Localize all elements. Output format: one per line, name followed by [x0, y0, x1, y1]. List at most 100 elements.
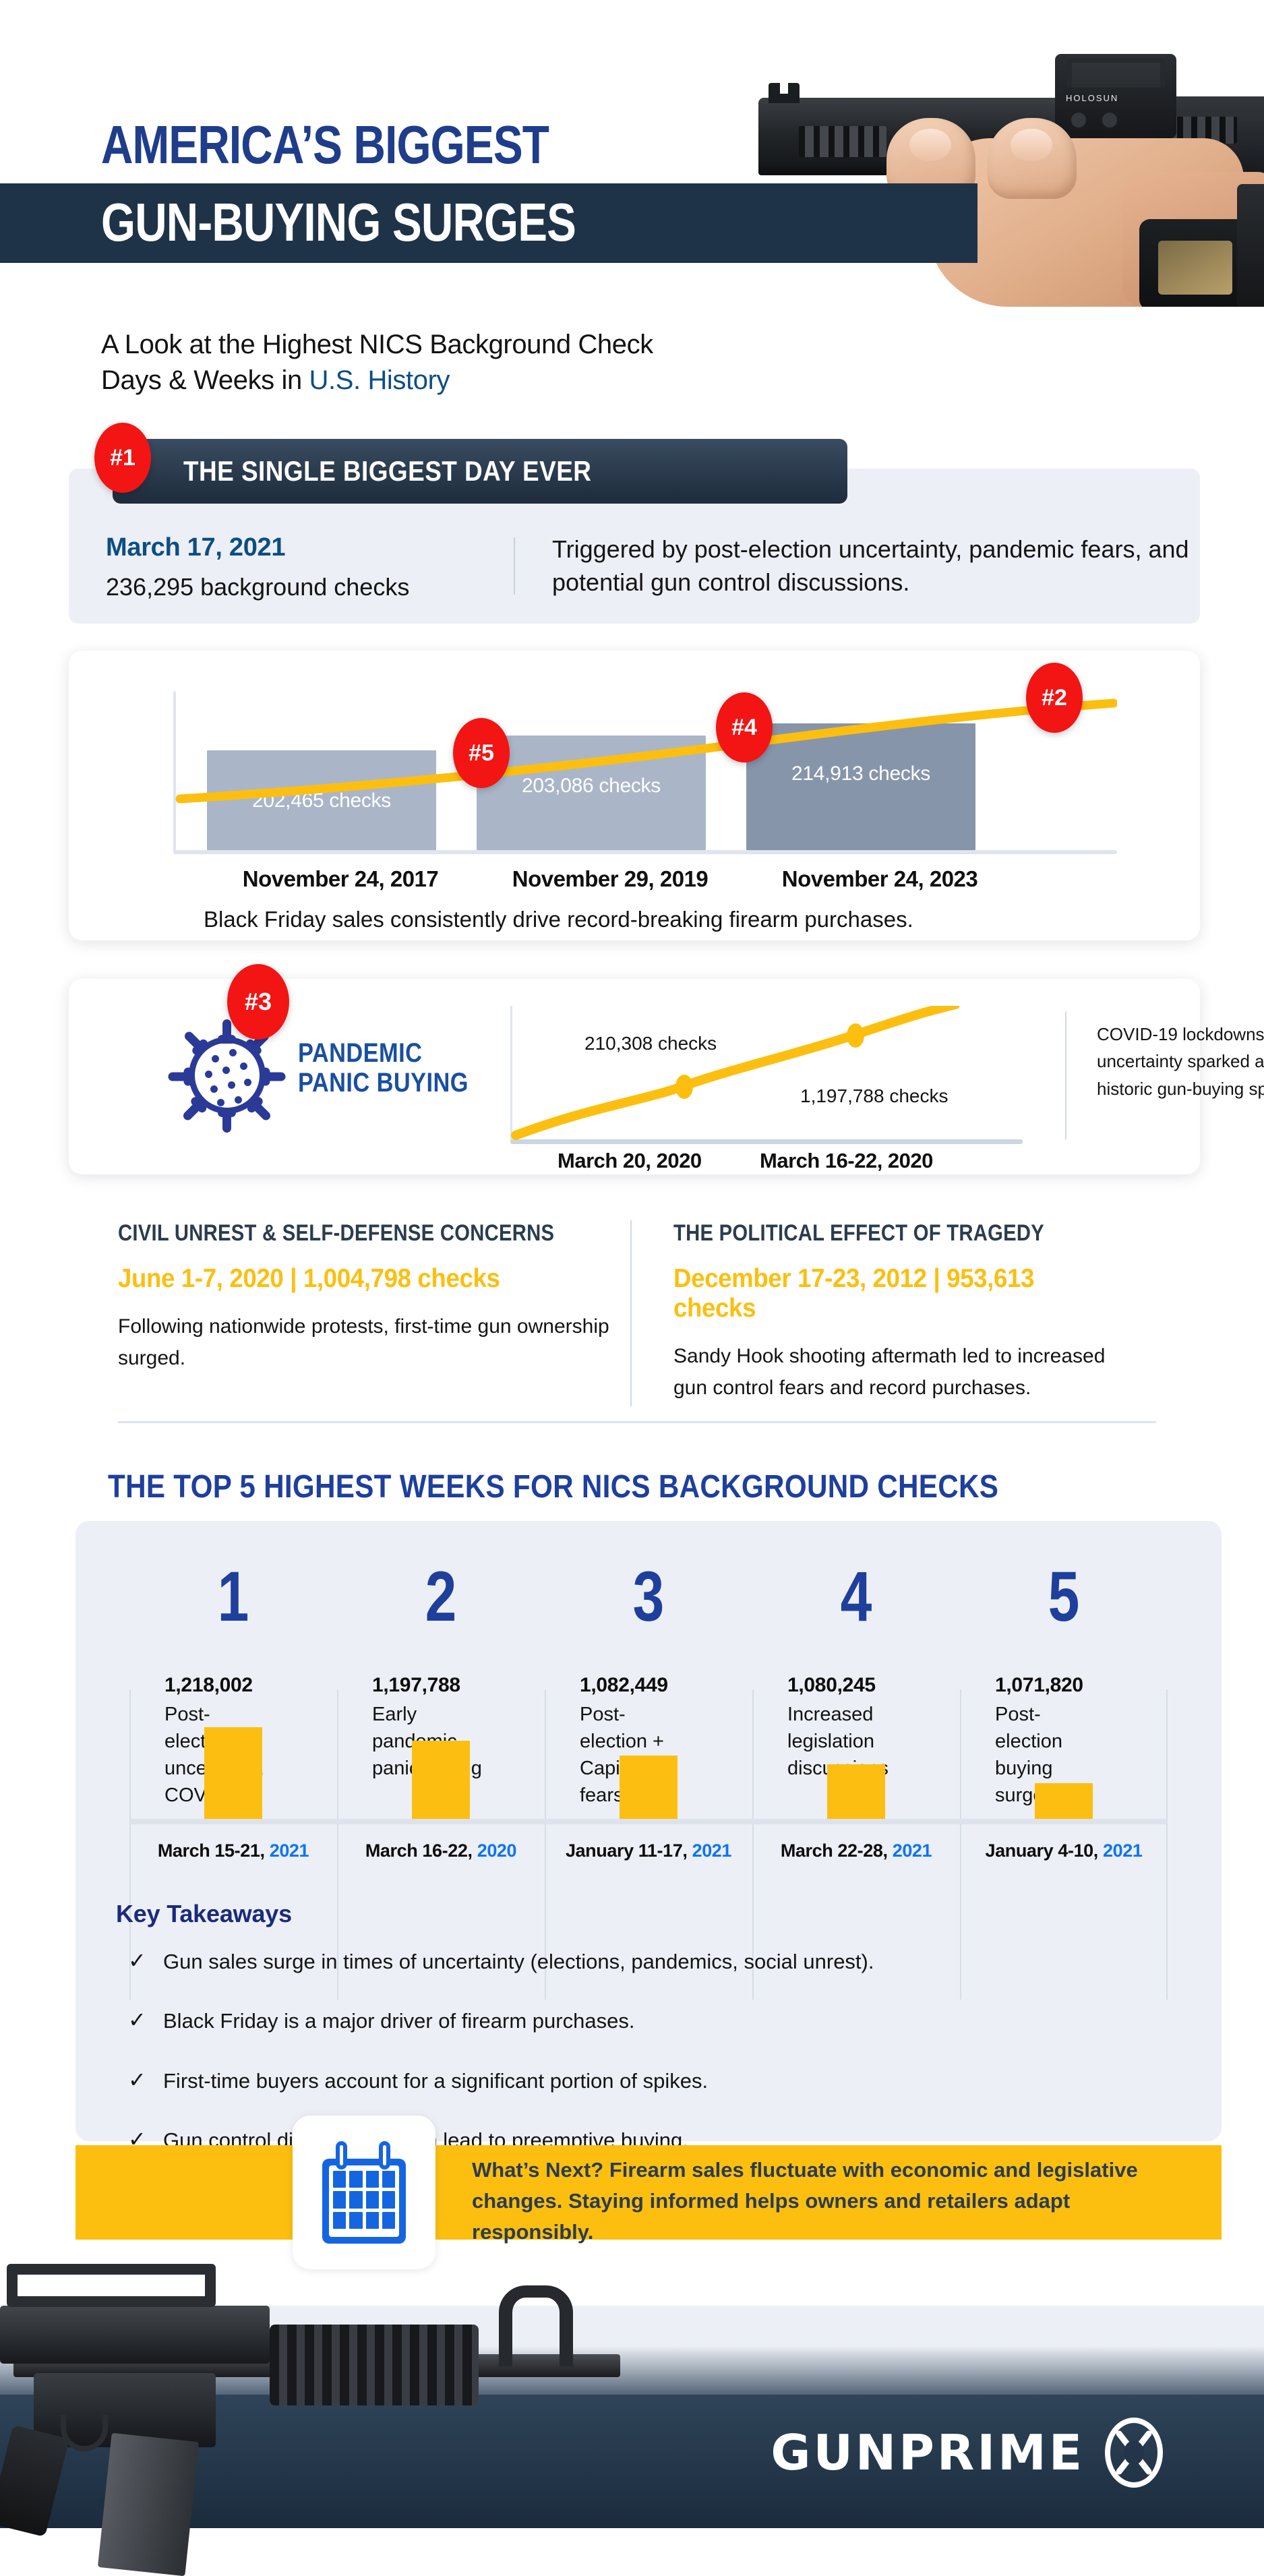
pandemic-title-line2: PANIC BUYING: [298, 1068, 469, 1098]
cta-icon-container: [293, 2116, 435, 2269]
top5-item: 3 1,082,449 Post-election + Capitol riot…: [545, 1557, 752, 2000]
key-takeaways-title: Key Takeaways: [116, 1900, 292, 1927]
rank-number: 2: [425, 1557, 457, 1636]
crosshair-reticle-icon: [1105, 2418, 1163, 2488]
black-friday-chart: 202,465 checks 203,086 checks 214,913 ch…: [173, 691, 1117, 854]
bar: [620, 1756, 678, 1819]
check-icon: ✓: [128, 2067, 146, 2092]
rank-number: 4: [840, 1557, 872, 1636]
biggest-day-date: March 17, 2021: [106, 533, 286, 562]
x-tick-label: November 24, 2017: [242, 866, 439, 891]
pandemic-point2-label: 1,197,788 checks: [800, 1085, 949, 1106]
bar: 202,465 checks: [207, 750, 436, 850]
optic-adjustment-knobs: [1070, 111, 1118, 129]
column-civil-unrest: CIVIL UNREST & SELF-DEFENSE CONCERNS Jun…: [118, 1220, 630, 1422]
check-count: 1,197,788: [372, 1674, 460, 1696]
coronavirus-icon: [168, 1018, 286, 1133]
check-icon: ✓: [128, 1948, 146, 1973]
page-title-line2: GUN-BUYING SURGES: [101, 192, 576, 252]
x-tick-label: March 22-28, 2021: [780, 1840, 932, 1861]
x-tick-label: March 20, 2020: [558, 1149, 702, 1172]
pandemic-note: COVID-19 lockdowns and uncertainty spark…: [1097, 1024, 1264, 1099]
bar: [412, 1741, 470, 1819]
two-column-section: CIVIL UNREST & SELF-DEFENSE CONCERNS Jun…: [118, 1220, 1156, 1422]
top5-card: 1 1,218,002 Post-election uncertainty, C…: [76, 1521, 1222, 2141]
chart-x-axis: [173, 850, 1117, 854]
page-title-line1: AMERICA’S BIGGEST: [101, 115, 549, 175]
finger: [988, 118, 1077, 199]
subtitle-line1: A Look at the Highest NICS Background Ch…: [101, 330, 653, 359]
rank-badge-4: #4: [716, 692, 773, 762]
check-icon: ✓: [128, 2008, 146, 2033]
subtitle-line2: Days & Weeks in: [101, 365, 309, 396]
pandemic-point1-label: 210,308 checks: [584, 1033, 717, 1054]
sleeve: [1237, 184, 1264, 307]
bar-value-label: 202,465 checks: [252, 789, 391, 812]
list-item: ✓ Black Friday is a major driver of fire…: [128, 2008, 1139, 2035]
rank-badge-5: #5: [453, 718, 510, 788]
rank-badge-1: #1: [94, 423, 151, 493]
pandemic-chart: 210,308 checks 1,197,788 checks: [510, 1006, 1036, 1144]
column-heading: CIVIL UNREST & SELF-DEFENSE CONCERNS: [118, 1220, 555, 1246]
biggest-day-card: THE SINGLE BIGGEST DAY EVER #1 March 17,…: [69, 423, 1200, 624]
rank-number: 5: [1048, 1557, 1080, 1636]
top5-title: THE TOP 5 HIGHEST WEEKS FOR NICS BACKGRO…: [108, 1469, 999, 1505]
column-body: Following nationwide protests, first-tim…: [118, 1315, 609, 1369]
pandemic-trend-line: [511, 1006, 960, 1140]
column-political-tragedy: THE POLITICAL EFFECT OF TRAGEDY December…: [632, 1220, 1144, 1422]
x-tick-label: March 16-22, 2020: [365, 1840, 517, 1861]
bar-cell: [129, 1672, 337, 1819]
vertical-divider: [514, 537, 515, 595]
holosun-optic-icon: [1055, 54, 1176, 138]
ar15-rifle-image: [0, 2238, 674, 2576]
brand-name: GUNPRIME: [771, 2424, 1085, 2481]
item-description: Post-election + Capitol riot fears: [580, 1704, 673, 1807]
black-friday-bars: 202,465 checks 203,086 checks 214,913 ch…: [207, 691, 1117, 850]
list-item-text: Gun sales surge in times of uncertainty …: [163, 1950, 874, 1973]
us-history-link[interactable]: U.S. History: [309, 365, 450, 396]
bar: [827, 1764, 885, 1819]
x-tick-label: March 15-21, 2021: [157, 1840, 309, 1861]
brand-logo[interactable]: GUNPRIME: [771, 2418, 1163, 2488]
cta-banner: [76, 2145, 1222, 2240]
bar: 214,913 checks: [746, 723, 975, 850]
hero-pistol-image: TLR-1 HL: [704, 17, 1264, 307]
hero-section: TLR-1 HL AMERICA’S BIGGEST GUN-BUYING SU…: [0, 0, 1264, 310]
rank-number: 1: [217, 1557, 249, 1636]
pandemic-title-line1: PANDEMIC: [298, 1038, 423, 1068]
rank-number: 3: [632, 1557, 665, 1636]
check-count: 1,080,245: [787, 1674, 876, 1696]
optic-window: [1067, 58, 1165, 88]
x-tick-label: January 4-10, 2021: [985, 1840, 1143, 1861]
bar-cell: [960, 1672, 1168, 1819]
x-tick-label: January 11-17, 2021: [565, 1840, 732, 1861]
black-friday-card: 202,465 checks 203,086 checks 214,913 ch…: [69, 651, 1200, 940]
black-friday-note: Black Friday sales consistently drive re…: [204, 907, 913, 932]
top5-item: 4 1,080,245 Increased legislation discus…: [752, 1557, 960, 2000]
vertical-divider: [630, 1220, 632, 1406]
column-stat: December 17-23, 2012 | 953,613 checks: [673, 1264, 1035, 1323]
chart-baseline: [129, 1819, 1168, 1824]
page-subtitle: A Look at the Highest NICS Background Ch…: [101, 327, 816, 398]
biggest-day-ribbon: THE SINGLE BIGGEST DAY EVER: [113, 439, 847, 504]
biggest-day-body: March 17, 2021 236,295 background checks…: [69, 533, 1200, 601]
rank-badge-3: #3: [227, 964, 289, 1040]
black-friday-date-labels: November 24, 2017 November 29, 2019 Nove…: [173, 866, 1117, 892]
bar-cell: [752, 1672, 960, 1819]
column-stat: June 1-7, 2020 | 1,004,798 checks: [118, 1264, 500, 1293]
top5-date-labels: March 15-21, 2021 March 16-22, 2020 Janu…: [129, 1840, 1168, 1861]
check-count: 1,218,002: [164, 1674, 253, 1696]
pandemic-title: PANDEMIC PANIC BUYING: [298, 1038, 469, 1098]
chart-y-axis: [510, 1006, 512, 1141]
front-sight-icon: [769, 83, 800, 103]
bar: [204, 1727, 262, 1819]
horizontal-divider: [118, 1421, 1156, 1423]
top5-item: 5 1,071,820 Post-election buying surge: [960, 1557, 1168, 2000]
biggest-day-ribbon-title: THE SINGLE BIGGEST DAY EVER: [183, 455, 592, 487]
check-count: 1,082,449: [580, 1674, 668, 1696]
vertical-divider: [1065, 1011, 1066, 1139]
list-item-text: Black Friday is a major driver of firear…: [163, 2009, 635, 2033]
top5-bars: [129, 1672, 1168, 1819]
bar: 203,086 checks: [477, 736, 706, 850]
